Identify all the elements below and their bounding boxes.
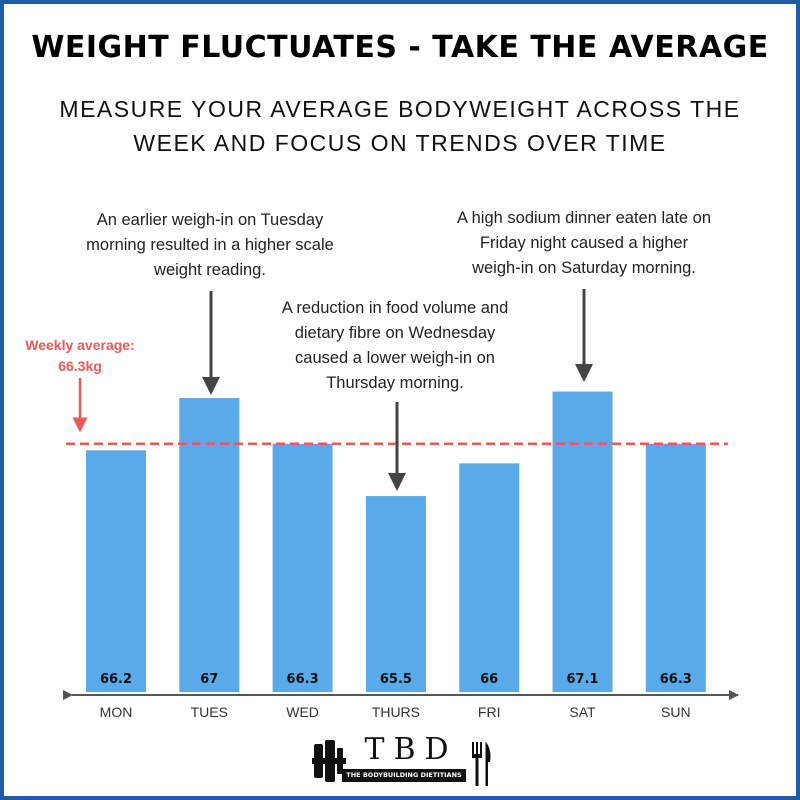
bar-mon [86,450,146,692]
annotation-line: Thursday morning. [326,374,464,392]
value-labels-group: 66.2 67 66.3 65.5 66 67.1 66.3 [100,672,692,687]
annotation-line: An earlier weigh-in on Tuesday [96,211,324,229]
page-title: WEIGHT FLUCTUATES - TAKE THE AVERAGE [31,30,769,65]
value-label: 67 [200,672,218,687]
saturday-annotation: A high sodium dinner eaten late on Frida… [424,206,744,281]
x-tick-labels-group: MON TUES WED THURS FRI SAT SUN [100,704,691,720]
value-label: 67.1 [566,672,598,687]
average-label-line: Weekly average: [25,337,135,353]
annotation-line: Friday night caused a higher [479,234,689,252]
value-label: 66.3 [660,672,692,687]
annotation-line: weigh-in on Saturday morning. [472,259,696,277]
thursday-annotation: A reduction in food volume and dietary f… [250,296,540,396]
annotation-line: morning resulted in a higher scale [86,236,334,254]
subtitle-line: MEASURE YOUR AVERAGE BODYWEIGHT ACROSS T… [59,96,741,122]
value-label: 66 [480,672,498,687]
logo-tagline: THE BODYBUILDING DIETITIANS [342,769,466,782]
logo-letters: TBD [364,732,458,767]
weekly-average-label: Weekly average: 66.3kg [14,335,146,377]
x-tick-label: MON [100,704,133,720]
x-tick-label: SUN [661,704,691,720]
barbell-icon [312,740,491,786]
x-tick-label: WED [286,704,319,720]
fork-knife-icon [472,742,491,786]
value-label: 65.5 [380,672,412,687]
bar-thurs [365,496,426,692]
annotation-line: caused a lower weigh-in on [295,349,495,367]
tbd-logo: TBD THE BODYBUILDING DIETITIANS [312,732,492,794]
bar-tues [179,398,240,692]
annotation-line: weight reading. [154,261,266,279]
value-label: 66.2 [100,672,132,687]
bar-wed [272,443,333,692]
subtitle-line: WEEK AND FOCUS ON TRENDS OVER TIME [133,130,667,156]
page-subtitle: MEASURE YOUR AVERAGE BODYWEIGHT ACROSS T… [40,92,760,160]
x-tick-label: SAT [569,704,596,720]
average-value: 66.3kg [58,358,102,374]
bar-fri [459,463,520,692]
x-tick-label: THURS [372,704,420,720]
x-tick-label: TUES [191,704,228,720]
bars-group [86,391,706,692]
bar-sun [645,443,706,692]
bar-sat [552,391,613,692]
annotation-line: A high sodium dinner eaten late on [456,209,712,227]
annotation-line: A reduction in food volume and [281,299,509,317]
value-label: 66.3 [287,672,319,687]
x-tick-label: FRI [478,704,501,720]
tuesday-annotation: An earlier weigh-in on Tuesday morning r… [60,208,360,283]
annotation-line: dietary fibre on Wednesday [294,324,496,342]
